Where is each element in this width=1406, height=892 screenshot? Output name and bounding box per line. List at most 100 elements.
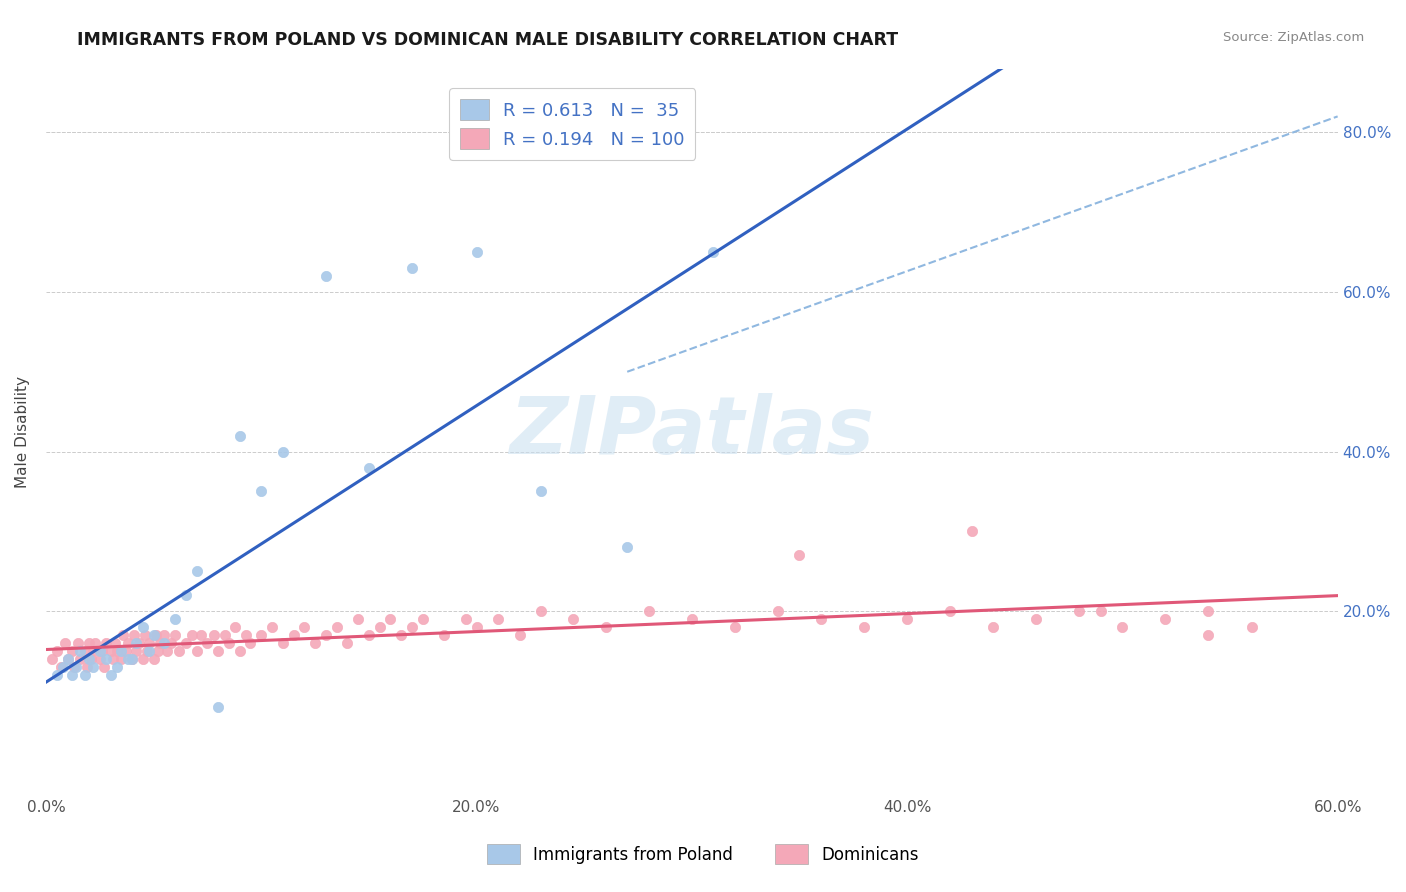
Point xyxy=(165,612,187,626)
Point xyxy=(939,604,962,618)
Point xyxy=(110,644,132,658)
Legend: R = 0.613   N =  35, R = 0.194   N = 100: R = 0.613 N = 35, R = 0.194 N = 100 xyxy=(449,88,696,160)
Point xyxy=(412,612,434,626)
Point xyxy=(228,644,250,658)
Point xyxy=(67,636,90,650)
Point xyxy=(45,668,67,682)
Point xyxy=(595,620,617,634)
Point xyxy=(207,644,229,658)
Point xyxy=(60,644,83,658)
Legend: Immigrants from Poland, Dominicans: Immigrants from Poland, Dominicans xyxy=(479,838,927,871)
Point xyxy=(702,245,724,260)
Point xyxy=(181,628,204,642)
Point xyxy=(142,652,165,666)
Point xyxy=(1154,612,1177,626)
Point xyxy=(73,668,96,682)
Point xyxy=(271,636,294,650)
Point xyxy=(82,644,104,658)
Point xyxy=(228,428,250,442)
Point xyxy=(91,644,114,658)
Point xyxy=(56,652,79,666)
Point xyxy=(69,652,91,666)
Point xyxy=(357,460,380,475)
Point xyxy=(336,636,359,650)
Point xyxy=(562,612,585,626)
Point xyxy=(981,620,1004,634)
Point xyxy=(380,612,402,626)
Point xyxy=(250,628,273,642)
Point xyxy=(368,620,391,634)
Point xyxy=(1025,612,1047,626)
Point xyxy=(789,549,811,563)
Point xyxy=(401,620,423,634)
Point xyxy=(93,660,115,674)
Point xyxy=(134,628,156,642)
Point xyxy=(77,652,100,666)
Point xyxy=(616,541,638,555)
Point xyxy=(896,612,918,626)
Point xyxy=(100,644,122,658)
Point xyxy=(96,636,118,650)
Point xyxy=(197,636,219,650)
Point xyxy=(121,652,143,666)
Point xyxy=(153,636,176,650)
Point xyxy=(122,628,145,642)
Point xyxy=(1198,604,1220,618)
Point xyxy=(401,260,423,275)
Point xyxy=(190,628,212,642)
Point xyxy=(347,612,370,626)
Point xyxy=(186,644,208,658)
Point xyxy=(810,612,832,626)
Point xyxy=(114,644,136,658)
Point xyxy=(52,660,75,674)
Point xyxy=(142,628,165,642)
Point xyxy=(112,628,135,642)
Point xyxy=(454,612,477,626)
Point xyxy=(136,644,159,658)
Point xyxy=(224,620,246,634)
Point xyxy=(315,628,337,642)
Point xyxy=(186,564,208,578)
Point xyxy=(146,644,169,658)
Y-axis label: Male Disability: Male Disability xyxy=(15,376,30,488)
Point xyxy=(202,628,225,642)
Point xyxy=(207,700,229,714)
Point xyxy=(1240,620,1263,634)
Point xyxy=(174,636,197,650)
Point xyxy=(724,620,747,634)
Point xyxy=(125,636,148,650)
Point xyxy=(45,644,67,658)
Point xyxy=(960,524,983,539)
Point xyxy=(260,620,283,634)
Point xyxy=(65,660,87,674)
Point xyxy=(174,588,197,602)
Point xyxy=(637,604,659,618)
Point xyxy=(169,644,191,658)
Point xyxy=(138,636,160,650)
Point xyxy=(76,660,98,674)
Point xyxy=(84,636,107,650)
Point xyxy=(530,604,553,618)
Point xyxy=(304,636,326,650)
Point xyxy=(239,636,262,650)
Point xyxy=(80,652,103,666)
Point xyxy=(77,636,100,650)
Text: ZIPatlas: ZIPatlas xyxy=(509,392,875,471)
Point xyxy=(315,268,337,283)
Point xyxy=(465,620,488,634)
Point xyxy=(235,628,257,642)
Text: Source: ZipAtlas.com: Source: ZipAtlas.com xyxy=(1223,31,1364,45)
Point xyxy=(1090,604,1112,618)
Point xyxy=(105,644,128,658)
Point xyxy=(160,636,183,650)
Point xyxy=(69,644,91,658)
Point xyxy=(117,636,139,650)
Point xyxy=(1111,620,1133,634)
Point xyxy=(101,652,124,666)
Point xyxy=(145,628,167,642)
Point xyxy=(82,660,104,674)
Point xyxy=(56,652,79,666)
Point xyxy=(165,628,187,642)
Point xyxy=(283,628,305,642)
Point xyxy=(53,636,76,650)
